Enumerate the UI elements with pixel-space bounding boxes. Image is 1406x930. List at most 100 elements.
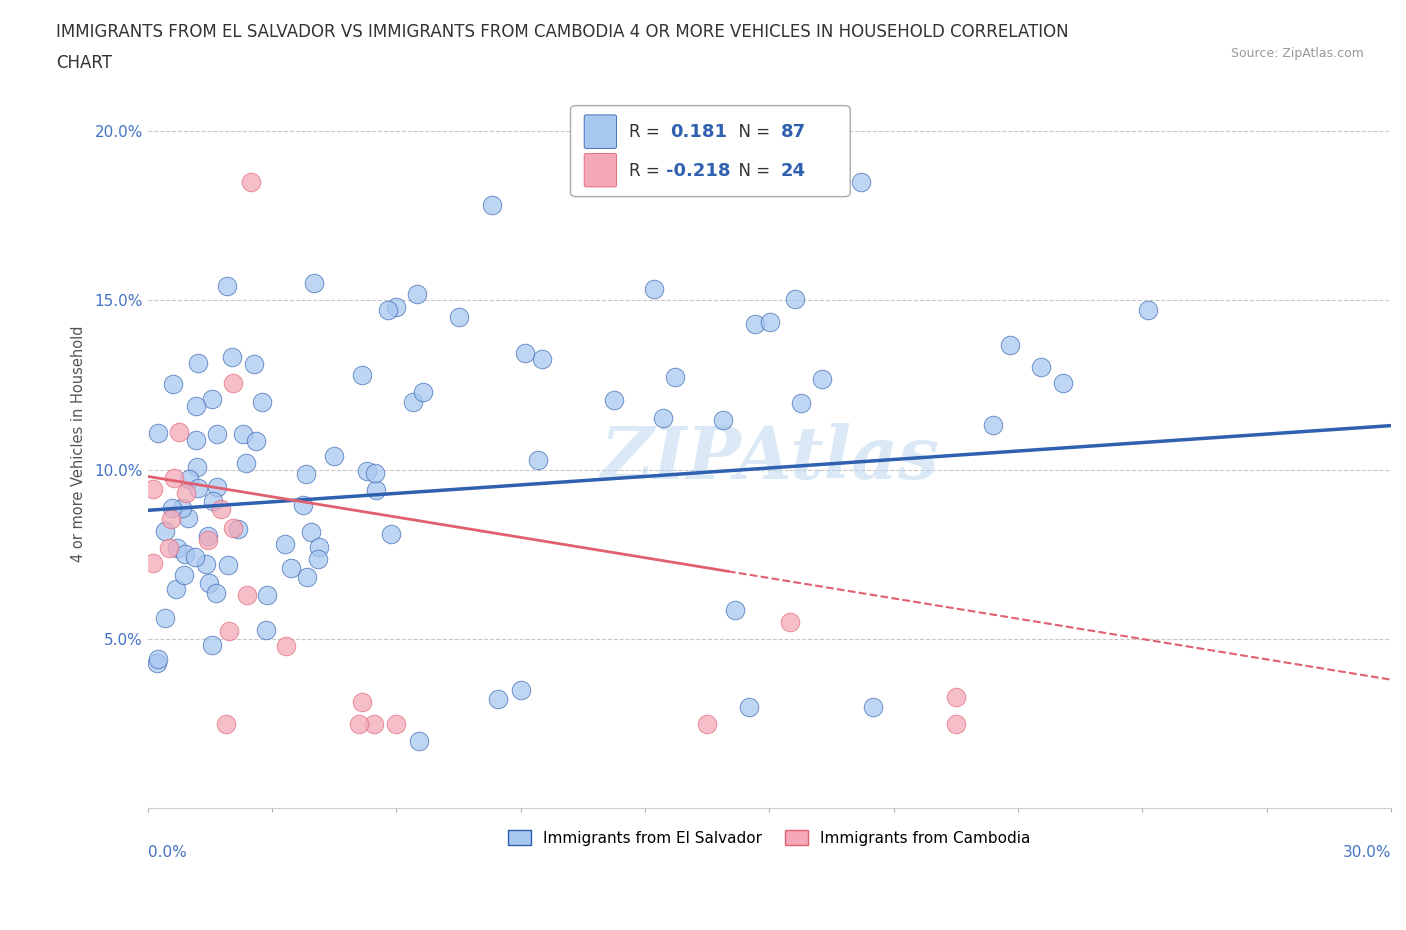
Point [222,376,245,391]
Point [177,511,200,525]
Point [308,539,330,554]
Point [197,533,219,548]
Point [481,198,503,213]
Point [945,716,967,731]
Point [170,500,193,515]
Point [291,498,314,512]
Point [155,524,177,538]
Point [744,316,766,331]
Text: R =: R = [628,124,665,141]
Point [145,655,167,670]
Point [790,395,813,410]
Point [759,314,782,329]
Point [280,561,302,576]
Text: -0.218: -0.218 [666,162,731,179]
Point [513,345,536,360]
Point [724,603,747,618]
Point [779,615,801,630]
Point [347,716,370,731]
Point [205,427,228,442]
Text: 0.0%: 0.0% [148,844,187,860]
Point [163,471,186,485]
Point [184,432,207,447]
Point [148,652,170,667]
Point [243,356,266,371]
Point [159,512,181,526]
Point [226,522,249,537]
Point [153,610,176,625]
FancyBboxPatch shape [583,153,616,187]
Point [385,299,408,314]
Point [222,520,245,535]
FancyBboxPatch shape [571,106,851,196]
Point [202,493,225,508]
Point [254,623,277,638]
Point [295,467,318,482]
Text: 87: 87 [780,124,806,141]
Point [1136,302,1159,317]
Point [302,276,325,291]
Text: 24: 24 [780,162,806,179]
Point [486,691,509,706]
Point [217,557,239,572]
Point [240,174,263,189]
Point [174,547,197,562]
Point [1029,360,1052,375]
Text: 0.181: 0.181 [669,124,727,141]
Point [981,418,1004,432]
Point [197,528,219,543]
Point [323,448,346,463]
Point [167,425,190,440]
Point [215,716,238,731]
Point [187,481,209,496]
Point [380,526,402,541]
Point [299,525,322,539]
Point [527,452,550,467]
Point [408,733,430,748]
Point [142,482,165,497]
Text: N =: N = [728,124,776,141]
Text: 30.0%: 30.0% [1343,844,1391,860]
Point [363,716,385,731]
Point [232,426,254,441]
Point [737,699,759,714]
Point [1052,376,1074,391]
Point [186,399,208,414]
Point [201,637,224,652]
Text: Source: ZipAtlas.com: Source: ZipAtlas.com [1230,46,1364,60]
Point [696,716,718,731]
Point [350,695,373,710]
Point [218,623,240,638]
Point [256,588,278,603]
Point [194,556,217,571]
Point [160,500,183,515]
Point [406,286,429,301]
Point [221,350,243,365]
Point [187,356,209,371]
Point [364,482,387,497]
Point [602,392,624,407]
Text: CHART: CHART [56,54,112,72]
Point [402,394,425,409]
Point [184,550,207,565]
Point [849,174,872,189]
Point [664,370,686,385]
Point [157,540,180,555]
Point [412,385,434,400]
Point [215,279,238,294]
Point [236,588,259,603]
Point [711,413,734,428]
Point [177,472,200,486]
Point [509,683,531,698]
FancyBboxPatch shape [583,115,616,149]
Point [252,394,274,409]
Point [364,466,387,481]
Y-axis label: 4 or more Vehicles in Household: 4 or more Vehicles in Household [72,326,86,563]
Point [651,410,673,425]
Point [186,460,208,475]
Point [165,582,187,597]
Point [352,367,374,382]
Text: N =: N = [728,162,776,179]
Point [146,426,169,441]
Point [174,485,197,500]
